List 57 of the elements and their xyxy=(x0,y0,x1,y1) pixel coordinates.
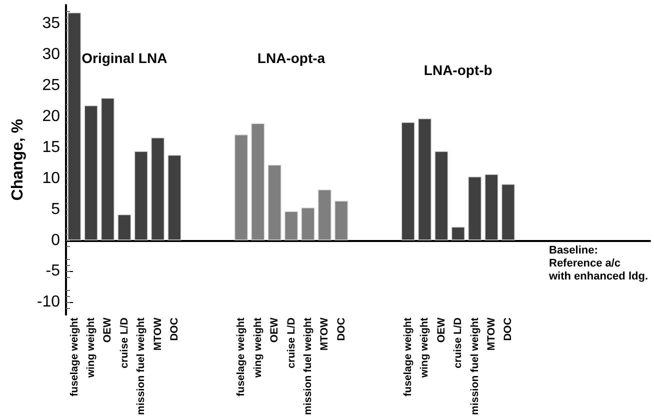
x-tick-label: MTOW xyxy=(318,317,331,351)
x-tick-label: mission fuel weight xyxy=(135,317,148,416)
bar xyxy=(451,226,465,240)
x-tick-label: mission fuel weight xyxy=(468,317,481,416)
y-tick-label: -10 xyxy=(36,294,60,311)
bar xyxy=(118,214,132,240)
x-tick-label: DOC xyxy=(335,317,348,341)
x-tick-label: wing weight xyxy=(252,317,264,379)
bar xyxy=(318,190,332,240)
annotation: Original LNA xyxy=(82,50,168,66)
bar xyxy=(301,207,315,240)
bar xyxy=(484,174,498,240)
x-tick-label: fuselage weight xyxy=(402,317,414,396)
x-tick-label: OEW xyxy=(268,317,281,343)
annotation: LNA-opt-b xyxy=(424,62,492,78)
bar xyxy=(168,154,182,240)
annotation: Baseline: Reference a/c with enhanced ldg. xyxy=(548,244,648,282)
y-tick-label: 30 xyxy=(42,46,60,64)
x-tick-label: DOC xyxy=(502,317,514,341)
x-tick-label: MTOW xyxy=(152,317,164,351)
x-tick-label: OEW xyxy=(102,317,114,343)
bar xyxy=(334,200,348,240)
x-tick-label: MTOW xyxy=(485,317,498,351)
x-tick-label: wing weight xyxy=(85,317,98,379)
bar xyxy=(268,164,282,240)
y-tick-label: 15 xyxy=(42,138,60,156)
bar xyxy=(251,123,265,240)
x-tick-label: cruise L/D xyxy=(452,317,464,368)
annotation: LNA-opt-a xyxy=(257,50,326,66)
y-tick-label: -5 xyxy=(46,262,60,280)
x-tick-label: DOC xyxy=(168,317,180,341)
bar xyxy=(418,118,432,240)
bar xyxy=(434,151,448,240)
bar xyxy=(84,105,98,240)
x-tick-label: fuselage weight xyxy=(68,317,80,396)
bar xyxy=(284,211,298,240)
x-tick-label: cruise L/D xyxy=(118,317,130,368)
y-tick-label: 25 xyxy=(42,76,60,94)
y-tick-label: 5 xyxy=(51,200,60,218)
bar xyxy=(68,12,82,240)
x-tick-label: OEW xyxy=(435,317,448,343)
y-tick-label: 20 xyxy=(42,108,60,125)
y-tick-label: 35 xyxy=(42,15,60,32)
bar xyxy=(150,137,165,240)
bar xyxy=(234,134,248,240)
bar xyxy=(401,122,415,240)
y-tick-label: 0 xyxy=(51,232,60,249)
bar xyxy=(134,151,148,240)
y-tick-label: 10 xyxy=(42,170,60,187)
x-tick-label: wing weight xyxy=(418,317,431,379)
y-axis-title: Change, % xyxy=(9,118,26,201)
x-tick-label: mission fuel weight xyxy=(302,317,314,416)
bar xyxy=(100,98,115,240)
bar xyxy=(468,176,482,240)
x-tick-label: cruise L/D xyxy=(285,317,298,368)
bar xyxy=(501,184,516,240)
x-tick-label: fuselage weight xyxy=(235,317,248,396)
